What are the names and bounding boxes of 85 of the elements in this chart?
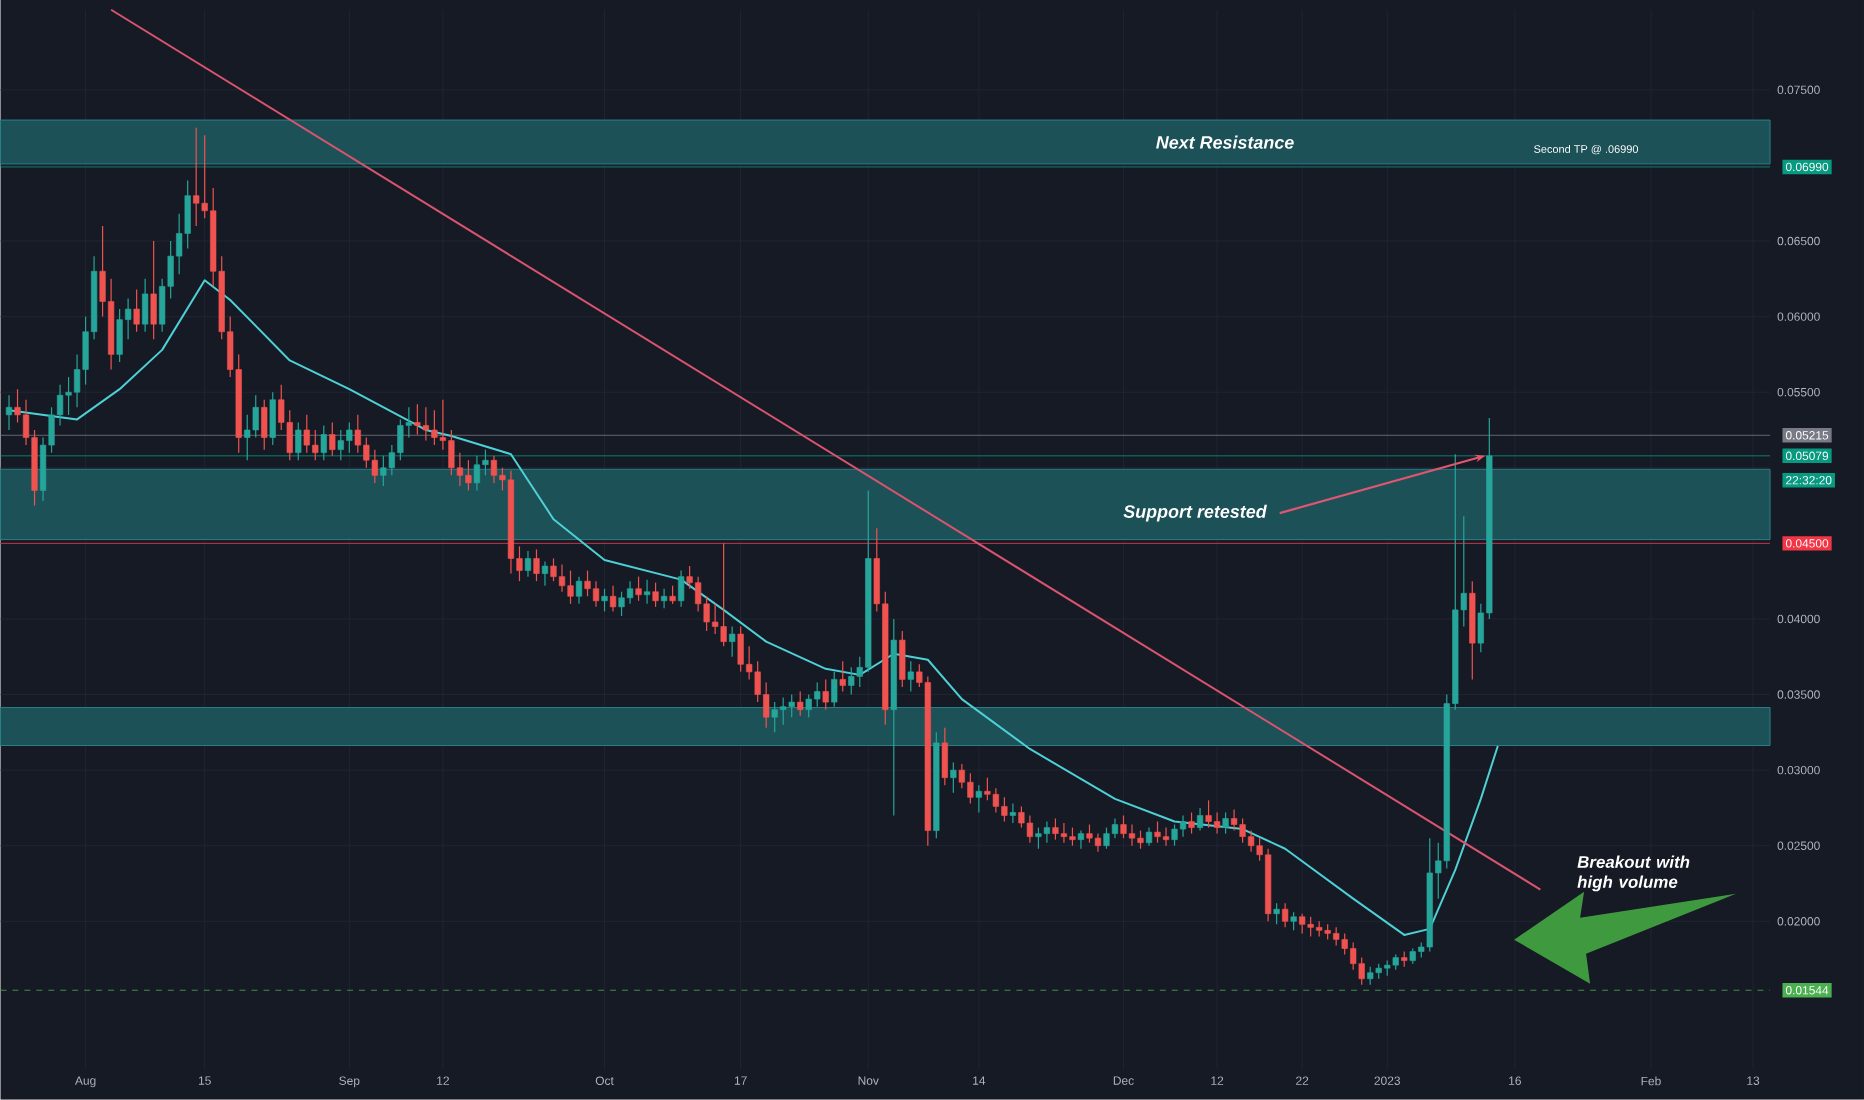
candlestick [1230,808,1238,832]
candlestick [1290,911,1297,932]
candlestick [1094,833,1102,853]
candlestick [269,391,276,446]
candlestick [899,630,906,688]
candlestick [848,666,855,696]
annotation: Next Resistance [1156,135,1294,149]
candlestick [1282,902,1289,929]
candlestick [1077,830,1085,850]
candlestick [1299,913,1306,935]
candlestick [1154,821,1161,844]
candlestick [1120,815,1127,839]
candlestick [1171,824,1178,847]
candlestick [380,455,387,487]
candlestick [950,762,957,794]
candlestick [788,694,795,718]
candlestick [941,727,948,786]
candlestick [252,394,259,439]
candlestick [797,691,804,717]
candlestick [1018,805,1025,829]
candlestick [652,582,659,608]
candlestick [575,576,583,605]
candlestick [626,580,634,605]
candlestick [320,425,327,461]
candlestick [541,561,549,587]
candlestick [142,278,149,333]
candlestick [1009,802,1016,824]
candlestick [678,570,685,608]
candlestick [1179,815,1187,838]
candlestick [975,784,982,814]
candlestick [1247,830,1255,853]
candlestick [193,127,200,227]
candlestick [184,180,191,250]
candlestick [839,660,846,693]
candlestick [1222,812,1229,835]
candlestick [490,455,498,484]
candlestick [660,588,668,610]
candlestick [5,394,13,431]
candlestick [907,660,914,693]
candlestick [592,580,600,608]
line-series [8,279,1499,937]
candlestick [1196,807,1204,832]
candlestick [295,421,302,461]
candlestick [550,558,557,582]
candlestick [533,548,540,582]
candlestick [371,449,378,484]
candlestick [1111,818,1119,839]
candlestick [1367,966,1374,986]
annotation: Breakout with high volume [1577,855,1690,892]
candlestick [1128,824,1136,847]
candlestick [720,542,727,647]
candlestick [1273,902,1280,926]
candlestick [524,550,532,578]
candlestick [1035,827,1042,850]
candlestick [984,777,991,802]
candlestick [831,671,838,708]
candlestick [414,403,421,436]
candlestick [329,421,336,457]
candlestick [1052,818,1059,841]
candlestick [1043,821,1051,844]
candlestick [635,576,642,602]
candlestick [1145,827,1153,847]
candlestick [558,564,566,593]
candlestick [1162,827,1170,847]
candlestick [822,678,829,711]
candlestick [261,399,268,451]
candlestick [1026,815,1034,844]
candlestick [584,570,591,598]
candlestick [567,570,574,605]
candlestick [729,626,736,658]
candlestick [473,455,481,492]
candlestick [609,585,617,613]
candlestick [601,588,608,613]
candlestick [669,585,676,605]
annotation: Support retested [1123,504,1267,522]
candlestick [1137,830,1144,850]
candlestick [1060,822,1068,844]
candlestick [1213,812,1221,835]
candlestick [1188,812,1195,835]
candlestick [1103,827,1110,850]
candlestick [1086,824,1093,844]
candlestick [643,579,651,605]
candlestick [133,288,140,333]
candlestick [150,240,157,341]
candlestick [244,414,251,461]
